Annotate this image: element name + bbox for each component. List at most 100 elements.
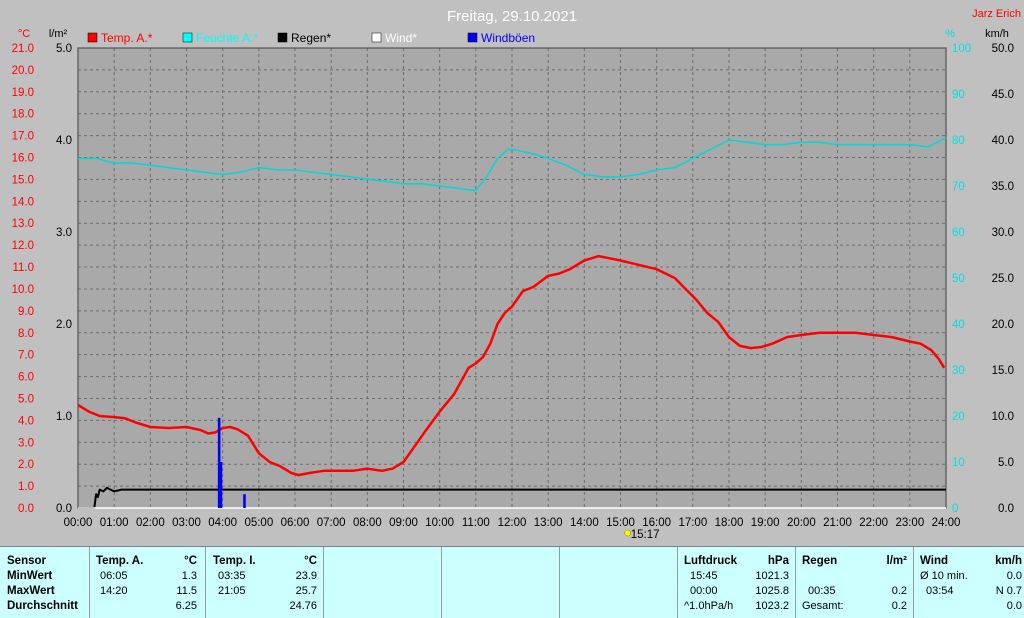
temp-i-column: Temp. I. °C 03:35 23.9 21:05 25.7 24.76 (206, 547, 324, 618)
legend-label: Windböen (481, 31, 535, 45)
rain-tick-label: 3.0 (56, 227, 72, 239)
rain-column: Regen l/m² 00:35 0.2 Gesamt: 0.2 (796, 547, 914, 618)
rain-total-value: 0.2 (891, 600, 907, 612)
temp-tick-label: 10.0 (12, 284, 34, 296)
temp-a-header: Temp. A. (96, 555, 144, 567)
legend-label: Regen* (291, 31, 331, 45)
legend-label: Temp. A.* (101, 31, 153, 45)
humidity-tick-label: 50 (952, 273, 965, 285)
x-tick-label: 02:00 (136, 517, 165, 529)
rain-header: Regen (802, 555, 838, 567)
pressure-header: Luftdruck (684, 555, 738, 567)
x-tick-label: 17:00 (678, 517, 707, 529)
temp-i-avg-value: 24.76 (289, 600, 317, 612)
wind-gust-bar (243, 494, 246, 508)
pressure-avg-value: 1023.2 (755, 600, 789, 612)
x-tick-label: 22:00 (859, 517, 888, 529)
temp-tick-label: 7.0 (18, 350, 34, 362)
legend-swatch (371, 32, 382, 43)
x-tick-label: 19:00 (751, 517, 780, 529)
x-tick-label: 24:00 (932, 517, 961, 529)
wind-daily-avg-value: 0.0 (1006, 600, 1022, 612)
temp-i-header: Temp. I. (213, 555, 256, 567)
x-tick-label: 09:00 (389, 517, 418, 529)
temp-tick-label: 8.0 (18, 328, 34, 340)
temp-tick-label: 9.0 (18, 306, 34, 318)
wind-column: Wind km/h Ø 10 min. 0.0 03:54 N 0.7 0.0 (914, 547, 1024, 618)
pressure-trend: ^1.0hPa/h (684, 600, 734, 612)
humidity-tick-label: 40 (952, 319, 965, 331)
humidity-tick-label: 90 (952, 89, 965, 101)
temp-tick-label: 6.0 (18, 372, 34, 384)
x-tick-label: 16:00 (642, 517, 671, 529)
legend-swatch (182, 32, 193, 43)
temp-a-min-value: 1.3 (181, 570, 197, 582)
x-tick-label: 05:00 (244, 517, 273, 529)
temp-unit-label: °C (18, 28, 30, 40)
temp-tick-label: 17.0 (12, 131, 34, 143)
temp-tick-label: 20.0 (12, 65, 34, 77)
empty-column-2 (442, 547, 560, 618)
wind-tick-label: 45.0 (992, 89, 1014, 101)
legend-swatch (87, 32, 98, 43)
wind-tick-label: 5.0 (998, 457, 1014, 469)
temp-i-min-time: 03:35 (218, 570, 246, 582)
sensor-column: Sensor MinWert MaxWert Durchschnitt (0, 547, 90, 618)
humidity-unit-label: % (945, 28, 955, 40)
humidity-tick-label: 30 (952, 365, 965, 377)
temp-i-max-time: 21:05 (218, 585, 246, 597)
chart-author: Jarz Erich (972, 8, 1021, 20)
x-tick-label: 15:00 (606, 517, 635, 529)
temp-a-column: Temp. A. °C 06:05 1.3 14:20 11.5 6.25 (90, 547, 206, 618)
series-line-feuchte-a (78, 137, 947, 192)
wind-tick-label: 20.0 (992, 319, 1014, 331)
temp-tick-label: 3.0 (18, 437, 34, 449)
legend-label: Wind* (385, 31, 417, 45)
wind-tick-label: 10.0 (992, 411, 1014, 423)
temp-tick-label: 18.0 (12, 109, 34, 121)
legend-label: Feuchte A.* (196, 31, 258, 45)
wind-unit-label: km/h (985, 28, 1009, 40)
wind-max-time: 03:54 (926, 585, 954, 597)
x-tick-label: 03:00 (172, 517, 201, 529)
x-tick-label: 14:00 (570, 517, 599, 529)
humidity-tick-label: 100 (952, 43, 971, 55)
temp-a-max-time: 14:20 (100, 585, 128, 597)
chart-title: Freitag, 29.10.2021 (447, 8, 577, 25)
temp-i-unit: °C (304, 555, 317, 567)
x-tick-label: 20:00 (787, 517, 816, 529)
temp-tick-label: 16.0 (12, 153, 34, 165)
wind-tick-label: 30.0 (992, 227, 1014, 239)
sunset-label: 15:17 (631, 529, 660, 541)
sensor-header: Sensor (7, 555, 46, 567)
statistics-table: Sensor MinWert MaxWert Durchschnitt Temp… (0, 546, 1024, 618)
pressure-min-time: 15:45 (690, 570, 718, 582)
humidity-tick-label: 60 (952, 227, 965, 239)
x-tick-label: 08:00 (353, 517, 382, 529)
rain-max-time: 00:35 (808, 585, 836, 597)
wind-tick-label: 50.0 (992, 43, 1014, 55)
temp-tick-label: 5.0 (18, 393, 34, 405)
temp-tick-label: 4.0 (18, 415, 34, 427)
pressure-min-value: 1021.3 (755, 570, 789, 582)
wind-header: Wind (920, 555, 948, 567)
wind-avg-label: Ø 10 min. (920, 570, 968, 582)
temp-tick-label: 15.0 (12, 174, 34, 186)
x-tick-label: 10:00 (425, 517, 454, 529)
x-tick-label: 04:00 (208, 517, 237, 529)
pressure-unit: hPa (767, 555, 789, 567)
wind-gust-bar (217, 417, 221, 508)
pressure-max-time: 00:00 (690, 585, 718, 597)
x-tick-label: 18:00 (715, 517, 744, 529)
x-tick-label: 23:00 (895, 517, 924, 529)
humidity-tick-label: 80 (952, 135, 965, 147)
wind-unit: km/h (995, 555, 1022, 567)
rain-tick-label: 4.0 (56, 135, 72, 147)
wind-tick-label: 35.0 (992, 181, 1014, 193)
weather-chart: Freitag, 29.10.2021 Jarz Erich °C l/m²% km/h… (12, 8, 1021, 541)
pressure-max-value: 1025.8 (755, 585, 789, 597)
temp-tick-label: 11.0 (12, 262, 34, 274)
legend-swatch (467, 32, 478, 43)
temp-a-unit: °C (184, 555, 197, 567)
x-tick-label: 06:00 (281, 517, 310, 529)
